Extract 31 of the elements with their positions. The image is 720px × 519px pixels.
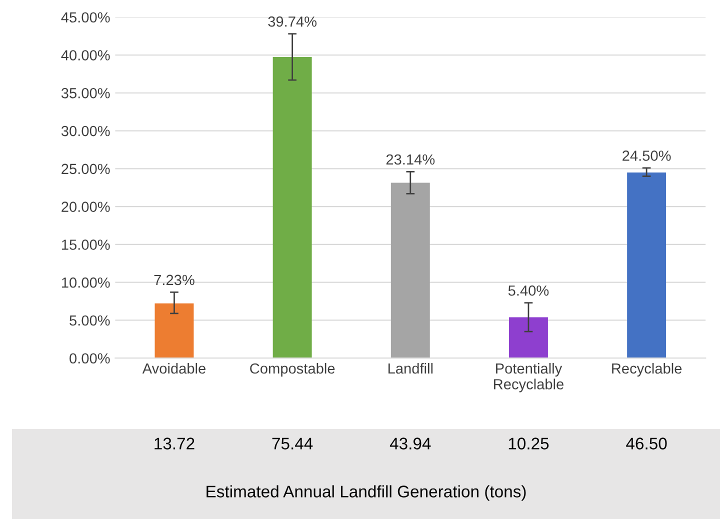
bar: [627, 172, 666, 358]
text: Estimated Annual Landfill Generation (tons): [206, 485, 526, 501]
bar: [272, 56, 312, 358]
y-tick-label: 30.00%: [61, 126, 110, 136]
text: 43.94: [390, 438, 431, 450]
y-tick-label: 40.00%: [61, 50, 110, 60]
y-tick-label: 25.00%: [62, 164, 110, 174]
y-tick-label: 5.00%: [70, 315, 110, 326]
data-label: 24.50%: [622, 150, 671, 161]
y-tick-label: 0.00%: [70, 353, 110, 364]
y-tick-label: 15.00%: [62, 240, 110, 250]
bar: [508, 317, 548, 358]
text: 75.44: [272, 438, 313, 450]
x-tick-label: Potentially Recyclable: [494, 362, 564, 392]
y-tick-label: 20.00%: [62, 202, 110, 212]
text: 13.72: [154, 438, 194, 450]
bar: [390, 182, 430, 358]
y-tick-label: 45.00%: [61, 12, 110, 23]
y-tick-label: 35.00%: [61, 88, 110, 98]
data-label: 5.40%: [508, 285, 549, 296]
data-label: 7.23%: [154, 274, 194, 286]
data-label: 23.14%: [386, 154, 435, 165]
text: 46.50: [626, 438, 667, 450]
x-tick-label: Recyclable: [612, 362, 682, 377]
x-tick-label: Avoidable: [142, 362, 206, 374]
text: 10.25: [508, 438, 549, 450]
bar: [154, 303, 194, 358]
y-tick-label: 10.00%: [62, 277, 110, 288]
x-tick-label: Landfill: [388, 362, 433, 374]
x-tick-label: Compostable: [250, 362, 335, 377]
data-label: 39.74%: [268, 16, 317, 27]
